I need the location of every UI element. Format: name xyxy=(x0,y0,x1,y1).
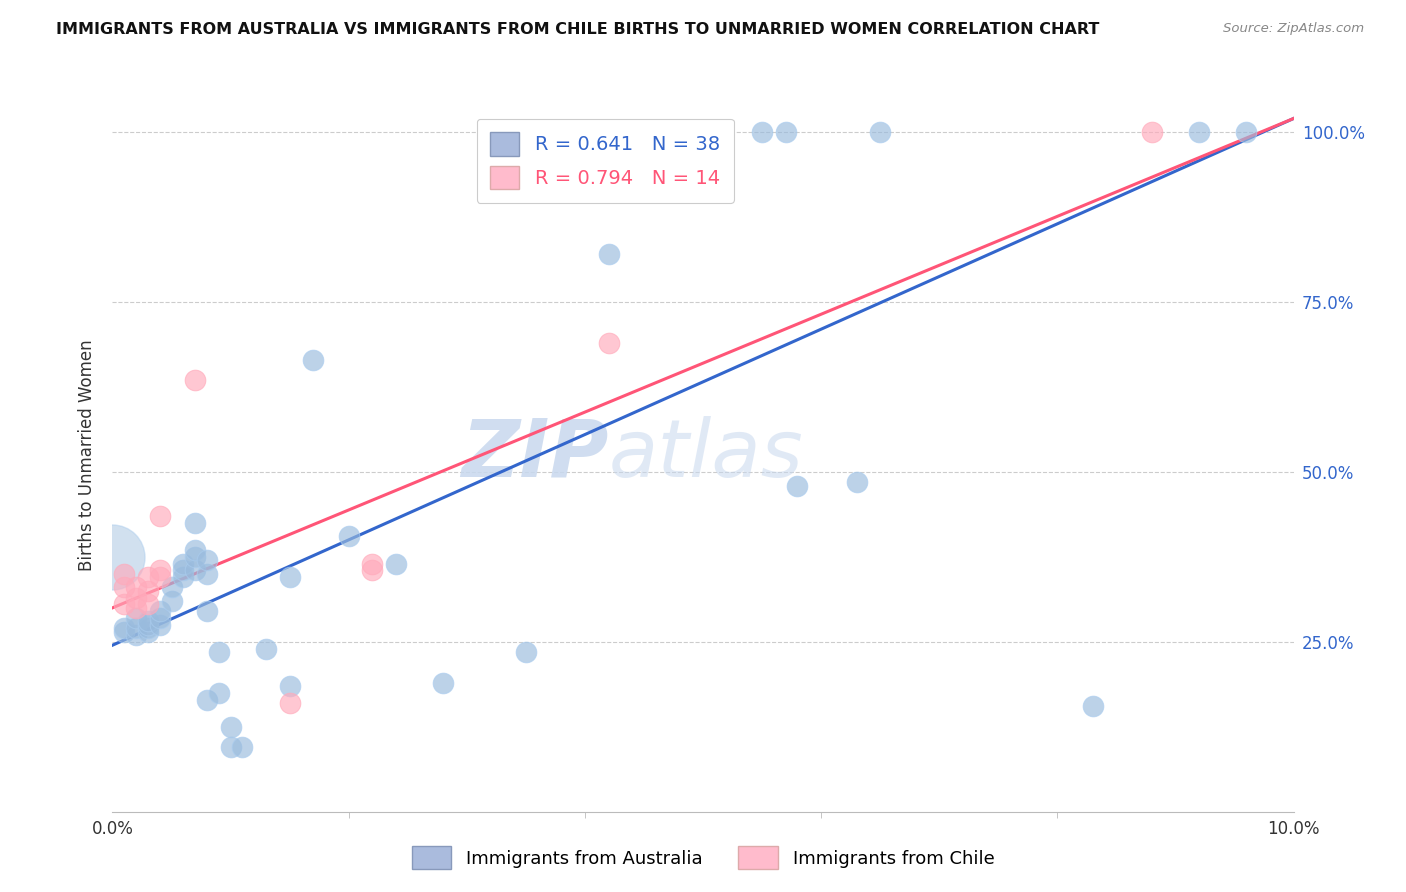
Point xyxy=(195,566,218,581)
Point xyxy=(172,557,194,571)
Point xyxy=(515,645,537,659)
Point xyxy=(195,553,218,567)
Point xyxy=(149,509,172,524)
Legend: Immigrants from Australia, Immigrants from Chile: Immigrants from Australia, Immigrants fr… xyxy=(402,838,1004,879)
Point xyxy=(125,581,148,595)
Point xyxy=(208,686,231,700)
Point xyxy=(219,740,242,755)
Point xyxy=(136,624,159,639)
Point xyxy=(869,125,891,139)
Point xyxy=(136,621,159,635)
Point xyxy=(112,566,135,581)
Legend: R = 0.641   N = 38, R = 0.794   N = 14: R = 0.641 N = 38, R = 0.794 N = 14 xyxy=(477,119,734,203)
Point xyxy=(112,624,135,639)
Point xyxy=(432,675,454,690)
Point xyxy=(775,125,797,139)
Point xyxy=(278,570,301,584)
Point xyxy=(136,570,159,584)
Point xyxy=(160,581,183,595)
Point xyxy=(337,529,360,543)
Point xyxy=(172,570,194,584)
Point xyxy=(385,557,408,571)
Point xyxy=(101,549,124,564)
Point xyxy=(125,621,148,635)
Point xyxy=(254,641,277,656)
Point xyxy=(160,594,183,608)
Point xyxy=(184,564,207,578)
Point xyxy=(184,549,207,564)
Point xyxy=(1188,125,1211,139)
Point xyxy=(149,564,172,578)
Point xyxy=(149,570,172,584)
Point xyxy=(184,543,207,558)
Point xyxy=(149,611,172,625)
Point xyxy=(195,692,218,706)
Point xyxy=(125,591,148,605)
Point xyxy=(125,628,148,642)
Point xyxy=(136,615,159,629)
Point xyxy=(598,335,620,350)
Point xyxy=(1234,125,1257,139)
Point xyxy=(184,516,207,530)
Point xyxy=(149,604,172,618)
Point xyxy=(361,557,384,571)
Point xyxy=(125,611,148,625)
Point xyxy=(195,604,218,618)
Point xyxy=(845,475,868,489)
Point xyxy=(172,564,194,578)
Text: ZIP: ZIP xyxy=(461,416,609,494)
Point xyxy=(1140,125,1163,139)
Point xyxy=(786,478,808,492)
Point xyxy=(278,679,301,693)
Point xyxy=(1081,699,1104,714)
Point xyxy=(361,564,384,578)
Point xyxy=(136,598,159,612)
Text: atlas: atlas xyxy=(609,416,803,494)
Point xyxy=(751,125,773,139)
Point xyxy=(136,617,159,632)
Point xyxy=(149,617,172,632)
Point xyxy=(125,600,148,615)
Point xyxy=(302,352,325,367)
Point xyxy=(219,720,242,734)
Point xyxy=(112,598,135,612)
Point xyxy=(208,645,231,659)
Point xyxy=(136,583,159,598)
Point xyxy=(112,621,135,635)
Y-axis label: Births to Unmarried Women: Births to Unmarried Women xyxy=(77,339,96,571)
Text: Source: ZipAtlas.com: Source: ZipAtlas.com xyxy=(1223,22,1364,36)
Point xyxy=(231,740,253,755)
Point xyxy=(184,373,207,387)
Point xyxy=(112,581,135,595)
Point xyxy=(598,247,620,261)
Point xyxy=(278,696,301,710)
Text: IMMIGRANTS FROM AUSTRALIA VS IMMIGRANTS FROM CHILE BIRTHS TO UNMARRIED WOMEN COR: IMMIGRANTS FROM AUSTRALIA VS IMMIGRANTS … xyxy=(56,22,1099,37)
